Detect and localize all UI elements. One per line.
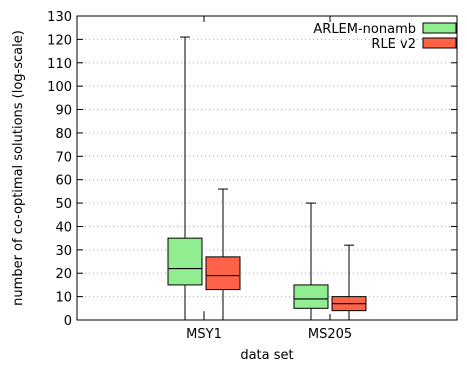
- y-tick-label-80: 80: [55, 127, 72, 142]
- y-tick-label-10: 10: [55, 291, 72, 306]
- y-tick-label-60: 60: [55, 174, 72, 189]
- y-tick-label-90: 90: [55, 104, 72, 119]
- box-ARLEM-nonamb-MS205: [293, 202, 329, 321]
- y-axis-title: number of co-optimal solutions (log-scal…: [11, 30, 26, 306]
- x-axis: MSY1 MS205: [186, 16, 352, 342]
- gridlines: [77, 38, 457, 298]
- y-tick-label-20: 20: [55, 267, 72, 282]
- box-RLE v2-MSY1: [205, 188, 241, 321]
- legend-label: ARLEM-nonamb: [313, 22, 416, 37]
- y-tick-label-30: 30: [55, 244, 72, 259]
- x-tick-label-MSY1: MSY1: [186, 327, 222, 342]
- legend-swatch: [422, 37, 457, 49]
- legend-label: RLE v2: [371, 37, 416, 52]
- box-plots: [167, 36, 367, 321]
- legend-entry-ARLEM-nonamb: ARLEM-nonamb: [313, 22, 457, 37]
- legend-swatch: [422, 22, 457, 34]
- plot-frame: [76, 15, 458, 321]
- y-tick-label-100: 100: [47, 80, 72, 95]
- box-iqr: [293, 284, 329, 309]
- y-tick-label-40: 40: [55, 220, 72, 235]
- y-tick-label-0: 0: [64, 314, 72, 329]
- legend-entry-RLE v2: RLE v2: [371, 37, 457, 52]
- y-tick-label-50: 50: [55, 197, 72, 212]
- box-iqr: [205, 256, 241, 291]
- box-ARLEM-nonamb-MSY1: [167, 36, 203, 321]
- x-axis-title: data set: [240, 348, 293, 363]
- box-iqr: [167, 237, 203, 286]
- y-tick-label-110: 110: [47, 57, 72, 72]
- y-axis: 0 10 20 30 40 50 60 70 80 90 100 110 120 130: [47, 10, 457, 329]
- x-tick-label-MS205: MS205: [308, 327, 352, 342]
- y-tick-label-70: 70: [55, 150, 72, 165]
- box-RLE v2-MS205: [331, 244, 367, 321]
- y-tick-label-130: 130: [47, 10, 72, 25]
- y-tick-label-120: 120: [47, 33, 72, 48]
